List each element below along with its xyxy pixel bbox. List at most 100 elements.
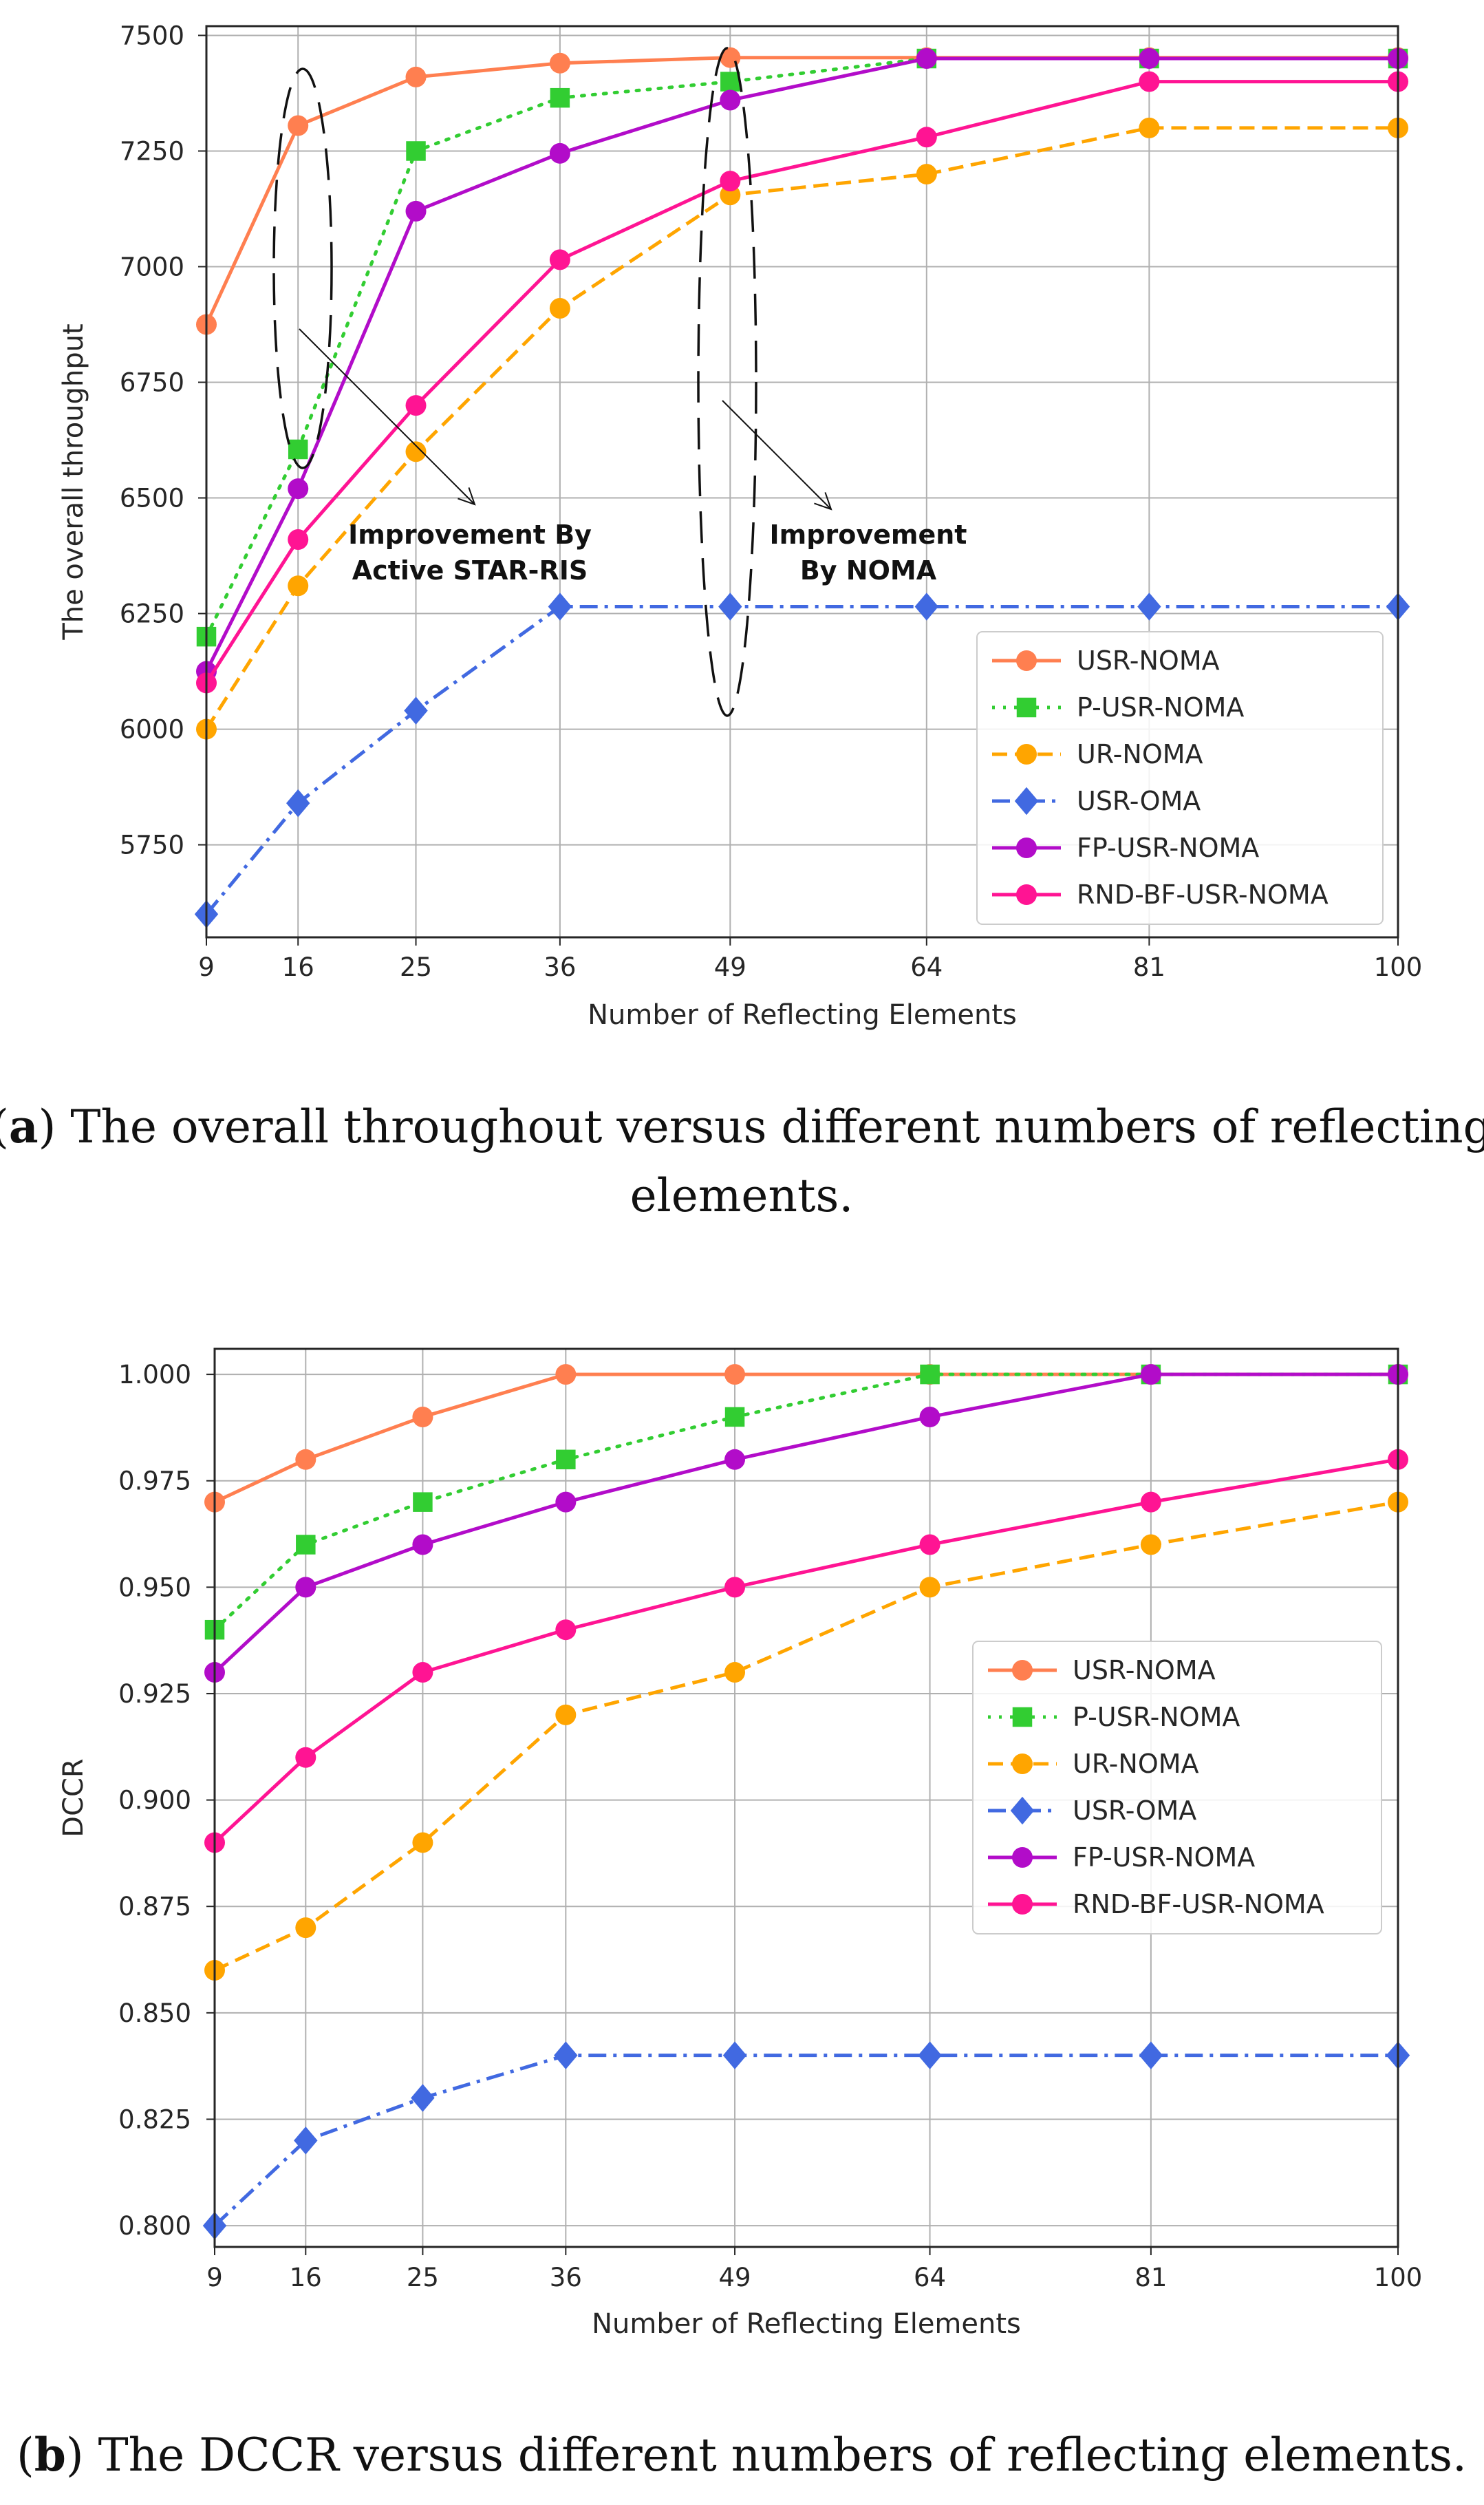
chart-a-legend-marker-2 xyxy=(1016,744,1037,765)
chart-b-xtick-label-1: 16 xyxy=(290,2263,322,2292)
chart-b-legend-label-1: P-USR-NOMA xyxy=(1073,1702,1240,1732)
chart-b-legend: USR-NOMA P-USR-NOMA UR-NOMA USR-OMA FP-USR-N… xyxy=(972,1641,1382,1934)
chart-a-legend: USR-NOMA P-USR-NOMA UR-NOMA USR-OMA FP-USR-N… xyxy=(976,631,1384,925)
chart-b-xtick-label-5: 64 xyxy=(914,2263,946,2292)
chart-b-point-3-6 xyxy=(1139,2041,1163,2069)
chart-a-series-line-4 xyxy=(204,56,1398,672)
chart-b-legend-marker-2 xyxy=(1012,1754,1033,1774)
chart-a-throughput: 9 16 25 36 49 64 81 100 5750 6000 6250 6500 6750 7000… xyxy=(58,21,1422,1031)
chart-a-annotation-text-1-line1: Improvement xyxy=(770,520,967,550)
chart-a-point-5-6 xyxy=(1139,71,1160,92)
chart-a-series-5 xyxy=(196,71,1408,694)
chart-a-point-4-6 xyxy=(1139,48,1160,70)
chart-a-legend-label-1: P-USR-NOMA xyxy=(1077,692,1244,723)
chart-a-point-3-2 xyxy=(404,696,428,725)
chart-b-series-line-3 xyxy=(213,2054,1398,2227)
chart-b-point-2-2 xyxy=(412,1832,433,1853)
chart-a-ytick-label-5: 7000 xyxy=(120,252,184,281)
chart-a-ytick-label-3: 6500 xyxy=(120,484,184,513)
caption-b: (b) The DCCR versus different numbers of… xyxy=(17,2428,1467,2482)
chart-b-point-2-6 xyxy=(1140,1534,1161,1555)
chart-b-point-4-3 xyxy=(555,1491,577,1513)
chart-b-legend-box xyxy=(972,1641,1382,1934)
chart-b-point-2-4 xyxy=(724,1662,746,1683)
chart-a-point-4-2 xyxy=(405,200,427,222)
chart-b-point-0-2 xyxy=(412,1406,433,1427)
chart-b-point-5-3 xyxy=(555,1619,577,1641)
chart-b-point-1-2 xyxy=(413,1492,433,1512)
caption-a-line2: elements. xyxy=(630,1169,854,1222)
chart-b-ytick-label-2: 0.850 xyxy=(118,1998,191,2028)
chart-b-legend-label-4: FP-USR-NOMA xyxy=(1073,1842,1255,1873)
chart-a-point-1-1 xyxy=(288,439,308,460)
chart-b-point-2-3 xyxy=(555,1704,577,1725)
chart-b-point-5-2 xyxy=(412,1662,433,1683)
chart-b-axes-frame xyxy=(213,1347,1399,2248)
chart-a-point-0-2 xyxy=(405,66,427,87)
chart-a-series-line-2 xyxy=(204,126,1398,730)
chart-a-annotation-arrowhead-1 xyxy=(814,492,832,511)
chart-a-point-3-4 xyxy=(718,593,742,621)
chart-b-ytick-label-4: 0.900 xyxy=(118,1786,191,1815)
chart-a-annotation-0: Improvement By Active STAR-RIS xyxy=(272,67,592,586)
chart-b-point-5-5 xyxy=(919,1534,940,1555)
chart-a-legend-marker-1 xyxy=(1016,697,1037,718)
chart-b-point-3-3 xyxy=(554,2041,578,2069)
chart-b-series-4 xyxy=(204,1364,1408,1683)
chart-b-legend-label-0: USR-NOMA xyxy=(1073,1655,1216,1685)
chart-b-legend-marker-4 xyxy=(1012,1847,1033,1868)
chart-a-xtick-label-0: 9 xyxy=(198,952,215,982)
chart-b-point-0-3 xyxy=(555,1364,577,1385)
chart-b-point-2-1 xyxy=(295,1917,316,1939)
chart-b-dccr: 9 16 25 36 49 64 81 100 0.800 0.825 0.850 0.875 0.90… xyxy=(58,1347,1423,2340)
chart-b-xtick-label-4: 49 xyxy=(718,2263,751,2292)
chart-a-annotation-text-1-line2: By NOMA xyxy=(800,555,937,586)
chart-b-series-line-2 xyxy=(213,1500,1399,1972)
caption-a: (a) The overall throughout versus differ… xyxy=(0,1100,1484,1153)
chart-b-point-5-1 xyxy=(295,1747,316,1768)
chart-b-legend-label-2: UR-NOMA xyxy=(1073,1749,1199,1779)
chart-b-ytick-label-1: 0.825 xyxy=(118,2104,191,2134)
chart-a-point-4-4 xyxy=(720,89,741,111)
chart-a-point-4-3 xyxy=(549,142,570,164)
chart-b-point-4-1 xyxy=(295,1577,316,1598)
chart-a-annotation-1: Improvement By NOMA xyxy=(697,47,967,717)
chart-a-xlabel: Number of Reflecting Elements xyxy=(588,999,1017,1031)
chart-a-xtick-label-3: 36 xyxy=(544,952,576,982)
chart-b-legend-marker-5 xyxy=(1012,1894,1033,1915)
chart-b-point-4-5 xyxy=(919,1406,940,1427)
chart-a-legend-label-0: USR-NOMA xyxy=(1077,646,1220,676)
chart-a-axes-frame xyxy=(205,25,1399,939)
chart-a-annotation-arrow-0 xyxy=(299,328,475,505)
chart-a-point-0-3 xyxy=(549,52,570,74)
chart-b-xtick-label-7: 100 xyxy=(1374,2263,1423,2292)
chart-a-legend-label-5: RND-BF-USR-NOMA xyxy=(1077,880,1329,910)
chart-a-point-4-1 xyxy=(288,478,309,500)
chart-a-point-2-5 xyxy=(916,164,937,185)
chart-b-xtick-label-3: 36 xyxy=(550,2263,582,2292)
chart-a-legend-label-3: USR-OMA xyxy=(1077,786,1201,816)
chart-a-point-3-5 xyxy=(914,593,939,621)
chart-b-point-3-5 xyxy=(918,2041,942,2069)
chart-b-point-4-2 xyxy=(412,1534,433,1555)
chart-b-point-3-1 xyxy=(294,2126,318,2155)
chart-a-point-0-1 xyxy=(288,115,309,136)
chart-b-xlabel: Number of Reflecting Elements xyxy=(592,2308,1021,2340)
chart-a-annotation-arrowhead-0 xyxy=(458,487,476,506)
chart-a-annotation-ellipse-0 xyxy=(272,67,333,469)
chart-a-series-line-3 xyxy=(205,604,1398,915)
chart-a-annotation-arrow-1 xyxy=(722,400,832,510)
chart-b-point-1-5 xyxy=(920,1364,940,1385)
caption-b-line1: ) The DCCR versus different numbers of r… xyxy=(66,2429,1467,2482)
chart-b-point-2-5 xyxy=(919,1577,940,1598)
chart-b-xtick-label-2: 25 xyxy=(407,2263,439,2292)
chart-a-ytick-label-0: 5750 xyxy=(120,831,184,860)
chart-a-legend-marker-3 xyxy=(1014,787,1039,816)
chart-b-series-line-1 xyxy=(213,1372,1400,1632)
chart-a-legend-marker-5 xyxy=(1016,884,1037,905)
chart-a-legend-label-4: FP-USR-NOMA xyxy=(1077,833,1259,863)
chart-a-xtick-label-6: 81 xyxy=(1133,952,1165,982)
chart-a-series-line-5 xyxy=(204,80,1398,684)
chart-a-point-2-3 xyxy=(549,297,570,319)
chart-b-xtick-label-6: 81 xyxy=(1134,2263,1167,2292)
